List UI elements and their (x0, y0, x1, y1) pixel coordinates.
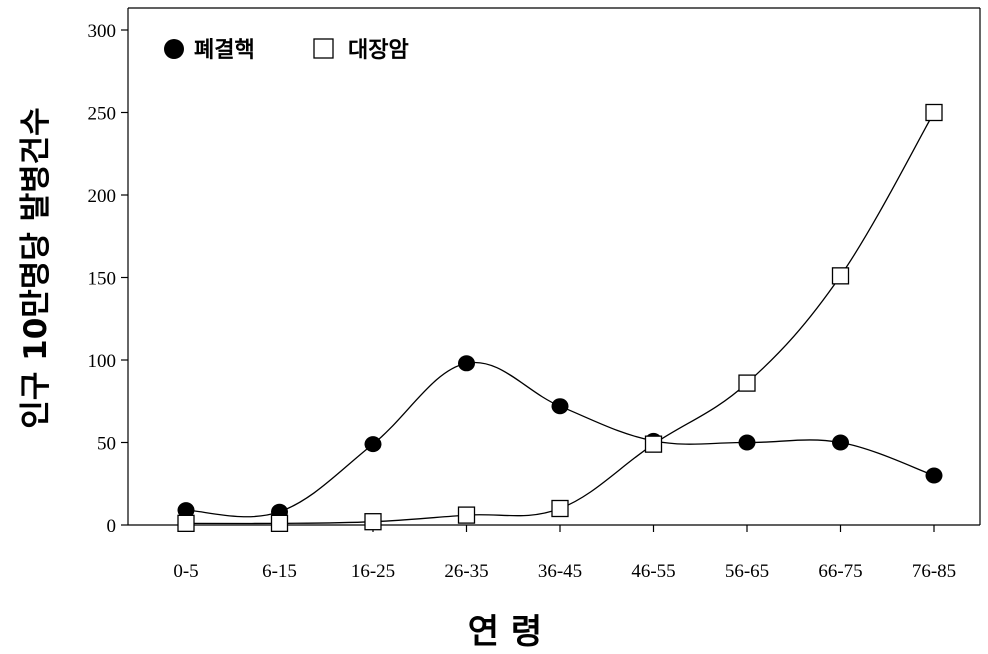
legend-marker-tuberculosis (164, 39, 184, 59)
y-tick-label: 250 (88, 104, 117, 125)
data-point-tuberculosis (738, 434, 756, 451)
data-point-colorectal-cancer (738, 374, 756, 392)
x-tick-label: 0-5 (173, 561, 198, 582)
data-point-colorectal-cancer (270, 514, 289, 532)
legend-label-tuberculosis: 폐결핵 (194, 38, 255, 63)
legend-marker-colorectal-cancer (313, 38, 334, 59)
x-tick-label: 26-35 (444, 561, 488, 582)
x-tick-label: 16-25 (351, 561, 395, 582)
series-colorectal-cancer (177, 103, 943, 532)
legend-label-colorectal-cancer: 대장암 (348, 38, 409, 63)
x-tick-label: 36-45 (538, 561, 582, 582)
x-ticks: 0-5 6-15 16-25 26-35 36-45 46-55 56-65 66-75 76-… (173, 525, 956, 582)
data-point-colorectal-cancer (364, 513, 382, 531)
data-point-colorectal-cancer (177, 514, 195, 532)
series-line-tuberculosis (185, 361, 935, 518)
y-tick-label: 50 (97, 434, 116, 455)
y-tick-label: 150 (88, 269, 117, 290)
data-point-tuberculosis (458, 355, 475, 372)
series-tuberculosis (177, 355, 943, 520)
legend: 폐결핵 대장암 (164, 38, 409, 63)
series-line-colorectal-cancer (185, 112, 935, 525)
x-tick-label: 76-85 (912, 561, 956, 582)
y-tick-label: 300 (88, 21, 117, 42)
data-point-colorectal-cancer (457, 506, 476, 524)
data-point-colorectal-cancer (644, 435, 663, 453)
axes (127, 7, 981, 526)
data-point-tuberculosis (925, 467, 943, 484)
x-tick-label: 56-65 (725, 561, 769, 582)
data-point-tuberculosis (177, 502, 195, 519)
data-point-tuberculosis (551, 398, 569, 415)
y-tick-label: 0 (107, 516, 117, 537)
x-tick-label: 6-15 (262, 561, 297, 582)
data-point-tuberculosis (832, 434, 849, 451)
data-point-colorectal-cancer (831, 267, 850, 285)
series (177, 103, 943, 532)
y-tick-label: 100 (88, 351, 117, 372)
y-tick-label: 200 (88, 186, 117, 207)
data-point-colorectal-cancer (925, 103, 943, 122)
data-point-colorectal-cancer (551, 499, 569, 518)
x-tick-label: 46-55 (631, 561, 675, 582)
y-ticks: 0 50 100 150 200 250 300 (88, 21, 128, 537)
y-axis-title: 인구 10만명당 발병건수 (18, 107, 54, 428)
x-axis-title: 연 령 (468, 612, 542, 652)
x-tick-label: 66-75 (818, 561, 862, 582)
data-point-tuberculosis (364, 436, 382, 453)
